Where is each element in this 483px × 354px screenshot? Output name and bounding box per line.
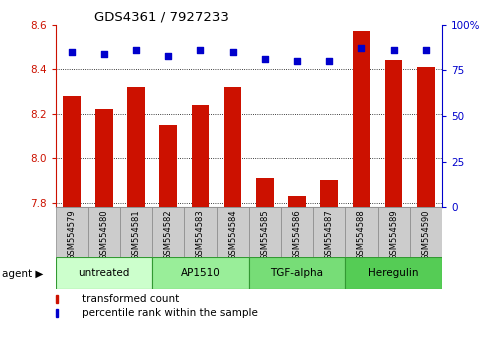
Text: GSM554582: GSM554582 xyxy=(164,210,173,260)
Text: GDS4361 / 7927233: GDS4361 / 7927233 xyxy=(94,11,229,24)
Text: GSM554581: GSM554581 xyxy=(131,210,141,260)
Text: GSM554580: GSM554580 xyxy=(99,210,108,260)
Text: percentile rank within the sample: percentile rank within the sample xyxy=(82,308,258,318)
Point xyxy=(357,46,365,51)
Bar xyxy=(88,207,120,257)
Bar xyxy=(378,207,410,257)
Bar xyxy=(56,257,152,289)
Bar xyxy=(288,196,306,207)
Bar xyxy=(95,109,113,207)
Point xyxy=(422,47,430,53)
Bar xyxy=(353,32,370,207)
Text: GSM554583: GSM554583 xyxy=(196,210,205,260)
Text: GSM554584: GSM554584 xyxy=(228,210,237,260)
Text: AP1510: AP1510 xyxy=(181,268,220,278)
Text: GSM554588: GSM554588 xyxy=(357,210,366,260)
Point xyxy=(293,58,301,64)
Bar xyxy=(152,207,185,257)
Bar xyxy=(313,207,345,257)
Bar xyxy=(345,257,442,289)
Bar xyxy=(320,181,338,207)
Text: GSM554585: GSM554585 xyxy=(260,210,270,260)
Bar xyxy=(224,87,242,207)
Bar xyxy=(63,96,81,207)
Bar xyxy=(216,207,249,257)
Point xyxy=(132,47,140,53)
Bar xyxy=(256,178,274,207)
Bar xyxy=(127,87,145,207)
Text: untreated: untreated xyxy=(78,268,129,278)
Bar xyxy=(192,105,209,207)
Bar xyxy=(56,207,88,257)
Bar xyxy=(249,257,345,289)
Point xyxy=(68,49,75,55)
Bar xyxy=(281,207,313,257)
Point xyxy=(197,47,204,53)
Point xyxy=(261,57,269,62)
Text: transformed count: transformed count xyxy=(82,294,179,304)
Text: GSM554590: GSM554590 xyxy=(421,210,430,260)
Bar xyxy=(185,207,216,257)
Point xyxy=(229,49,237,55)
Text: GSM554589: GSM554589 xyxy=(389,210,398,260)
Point xyxy=(100,51,108,57)
Point xyxy=(390,47,398,53)
Text: Heregulin: Heregulin xyxy=(369,268,419,278)
Bar xyxy=(152,257,249,289)
Text: GSM554586: GSM554586 xyxy=(293,210,301,260)
Text: TGF-alpha: TGF-alpha xyxy=(270,268,324,278)
Bar xyxy=(385,60,402,207)
Bar xyxy=(345,207,378,257)
Point xyxy=(326,58,333,64)
Bar xyxy=(159,125,177,207)
Point xyxy=(164,53,172,59)
Bar xyxy=(120,207,152,257)
Bar xyxy=(410,207,442,257)
Bar xyxy=(249,207,281,257)
Text: GSM554587: GSM554587 xyxy=(325,210,334,260)
Text: agent ▶: agent ▶ xyxy=(2,269,44,279)
Text: GSM554579: GSM554579 xyxy=(67,210,76,260)
Bar xyxy=(417,67,435,207)
